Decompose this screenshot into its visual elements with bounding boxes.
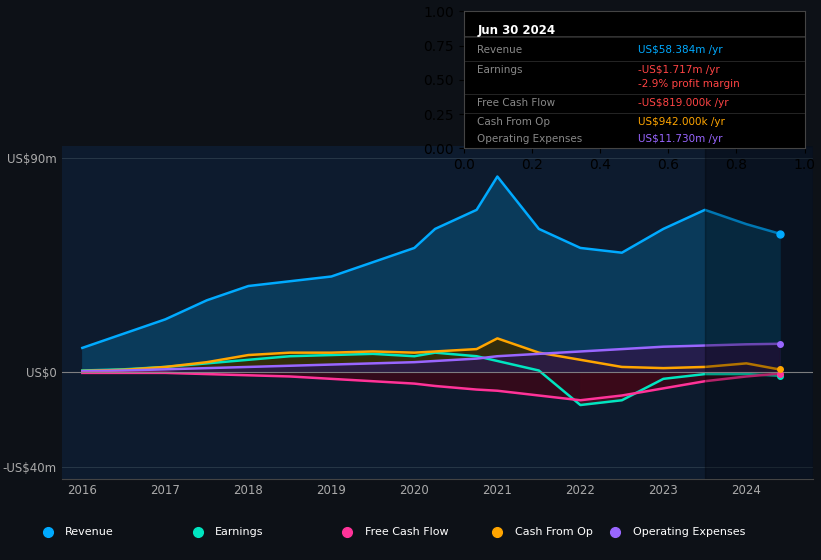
Text: Earnings: Earnings [215, 527, 264, 537]
Text: Free Cash Flow: Free Cash Flow [478, 98, 556, 108]
Text: Revenue: Revenue [478, 45, 523, 55]
Text: US$58.384m /yr: US$58.384m /yr [638, 45, 722, 55]
Text: US$942.000k /yr: US$942.000k /yr [638, 118, 724, 127]
Text: Operating Expenses: Operating Expenses [633, 527, 745, 537]
Text: -US$819.000k /yr: -US$819.000k /yr [638, 98, 728, 108]
Text: Cash From Op: Cash From Op [478, 118, 551, 127]
Text: Jun 30 2024: Jun 30 2024 [478, 24, 556, 36]
Text: Free Cash Flow: Free Cash Flow [365, 527, 448, 537]
Text: US$11.730m /yr: US$11.730m /yr [638, 134, 722, 144]
Bar [705, 146, 813, 479]
Text: -2.9% profit margin: -2.9% profit margin [638, 79, 740, 89]
Text: Earnings: Earnings [478, 65, 523, 75]
Text: Operating Expenses: Operating Expenses [478, 134, 583, 144]
Text: -US$1.717m /yr: -US$1.717m /yr [638, 65, 719, 75]
Text: Cash From Op: Cash From Op [515, 527, 593, 537]
Text: Revenue: Revenue [66, 527, 114, 537]
